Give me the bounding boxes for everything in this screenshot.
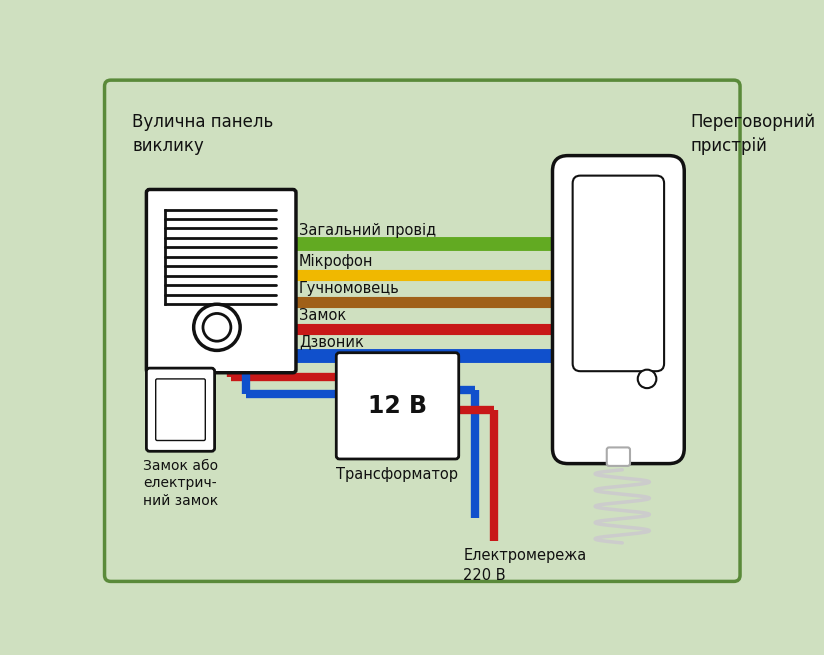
FancyBboxPatch shape [156,379,205,441]
Text: Замок: Замок [299,308,346,323]
Text: 12 В: 12 В [368,394,427,418]
Text: Загальний провід: Загальний провід [299,223,436,238]
Text: Переговорний
пристрій: Переговорний пристрій [691,113,816,155]
Circle shape [194,304,240,350]
Circle shape [203,314,231,341]
Circle shape [638,369,657,388]
Text: Гучномовець: Гучномовець [299,281,400,296]
FancyBboxPatch shape [147,189,296,373]
FancyBboxPatch shape [147,368,214,451]
FancyBboxPatch shape [105,80,740,582]
Text: Мікрофон: Мікрофон [299,253,373,269]
Text: Електромережа
220 В: Електромережа 220 В [463,548,587,583]
FancyBboxPatch shape [553,156,684,464]
FancyBboxPatch shape [336,353,459,459]
Text: Трансформатор: Трансформатор [336,466,458,481]
FancyBboxPatch shape [606,447,630,466]
Text: Дзвоник: Дзвоник [299,335,364,350]
Text: Вулична панель
виклику: Вулична панель виклику [133,113,274,155]
Text: Замок або
електрич-
ний замок: Замок або електрич- ний замок [143,459,218,508]
FancyBboxPatch shape [573,176,664,371]
